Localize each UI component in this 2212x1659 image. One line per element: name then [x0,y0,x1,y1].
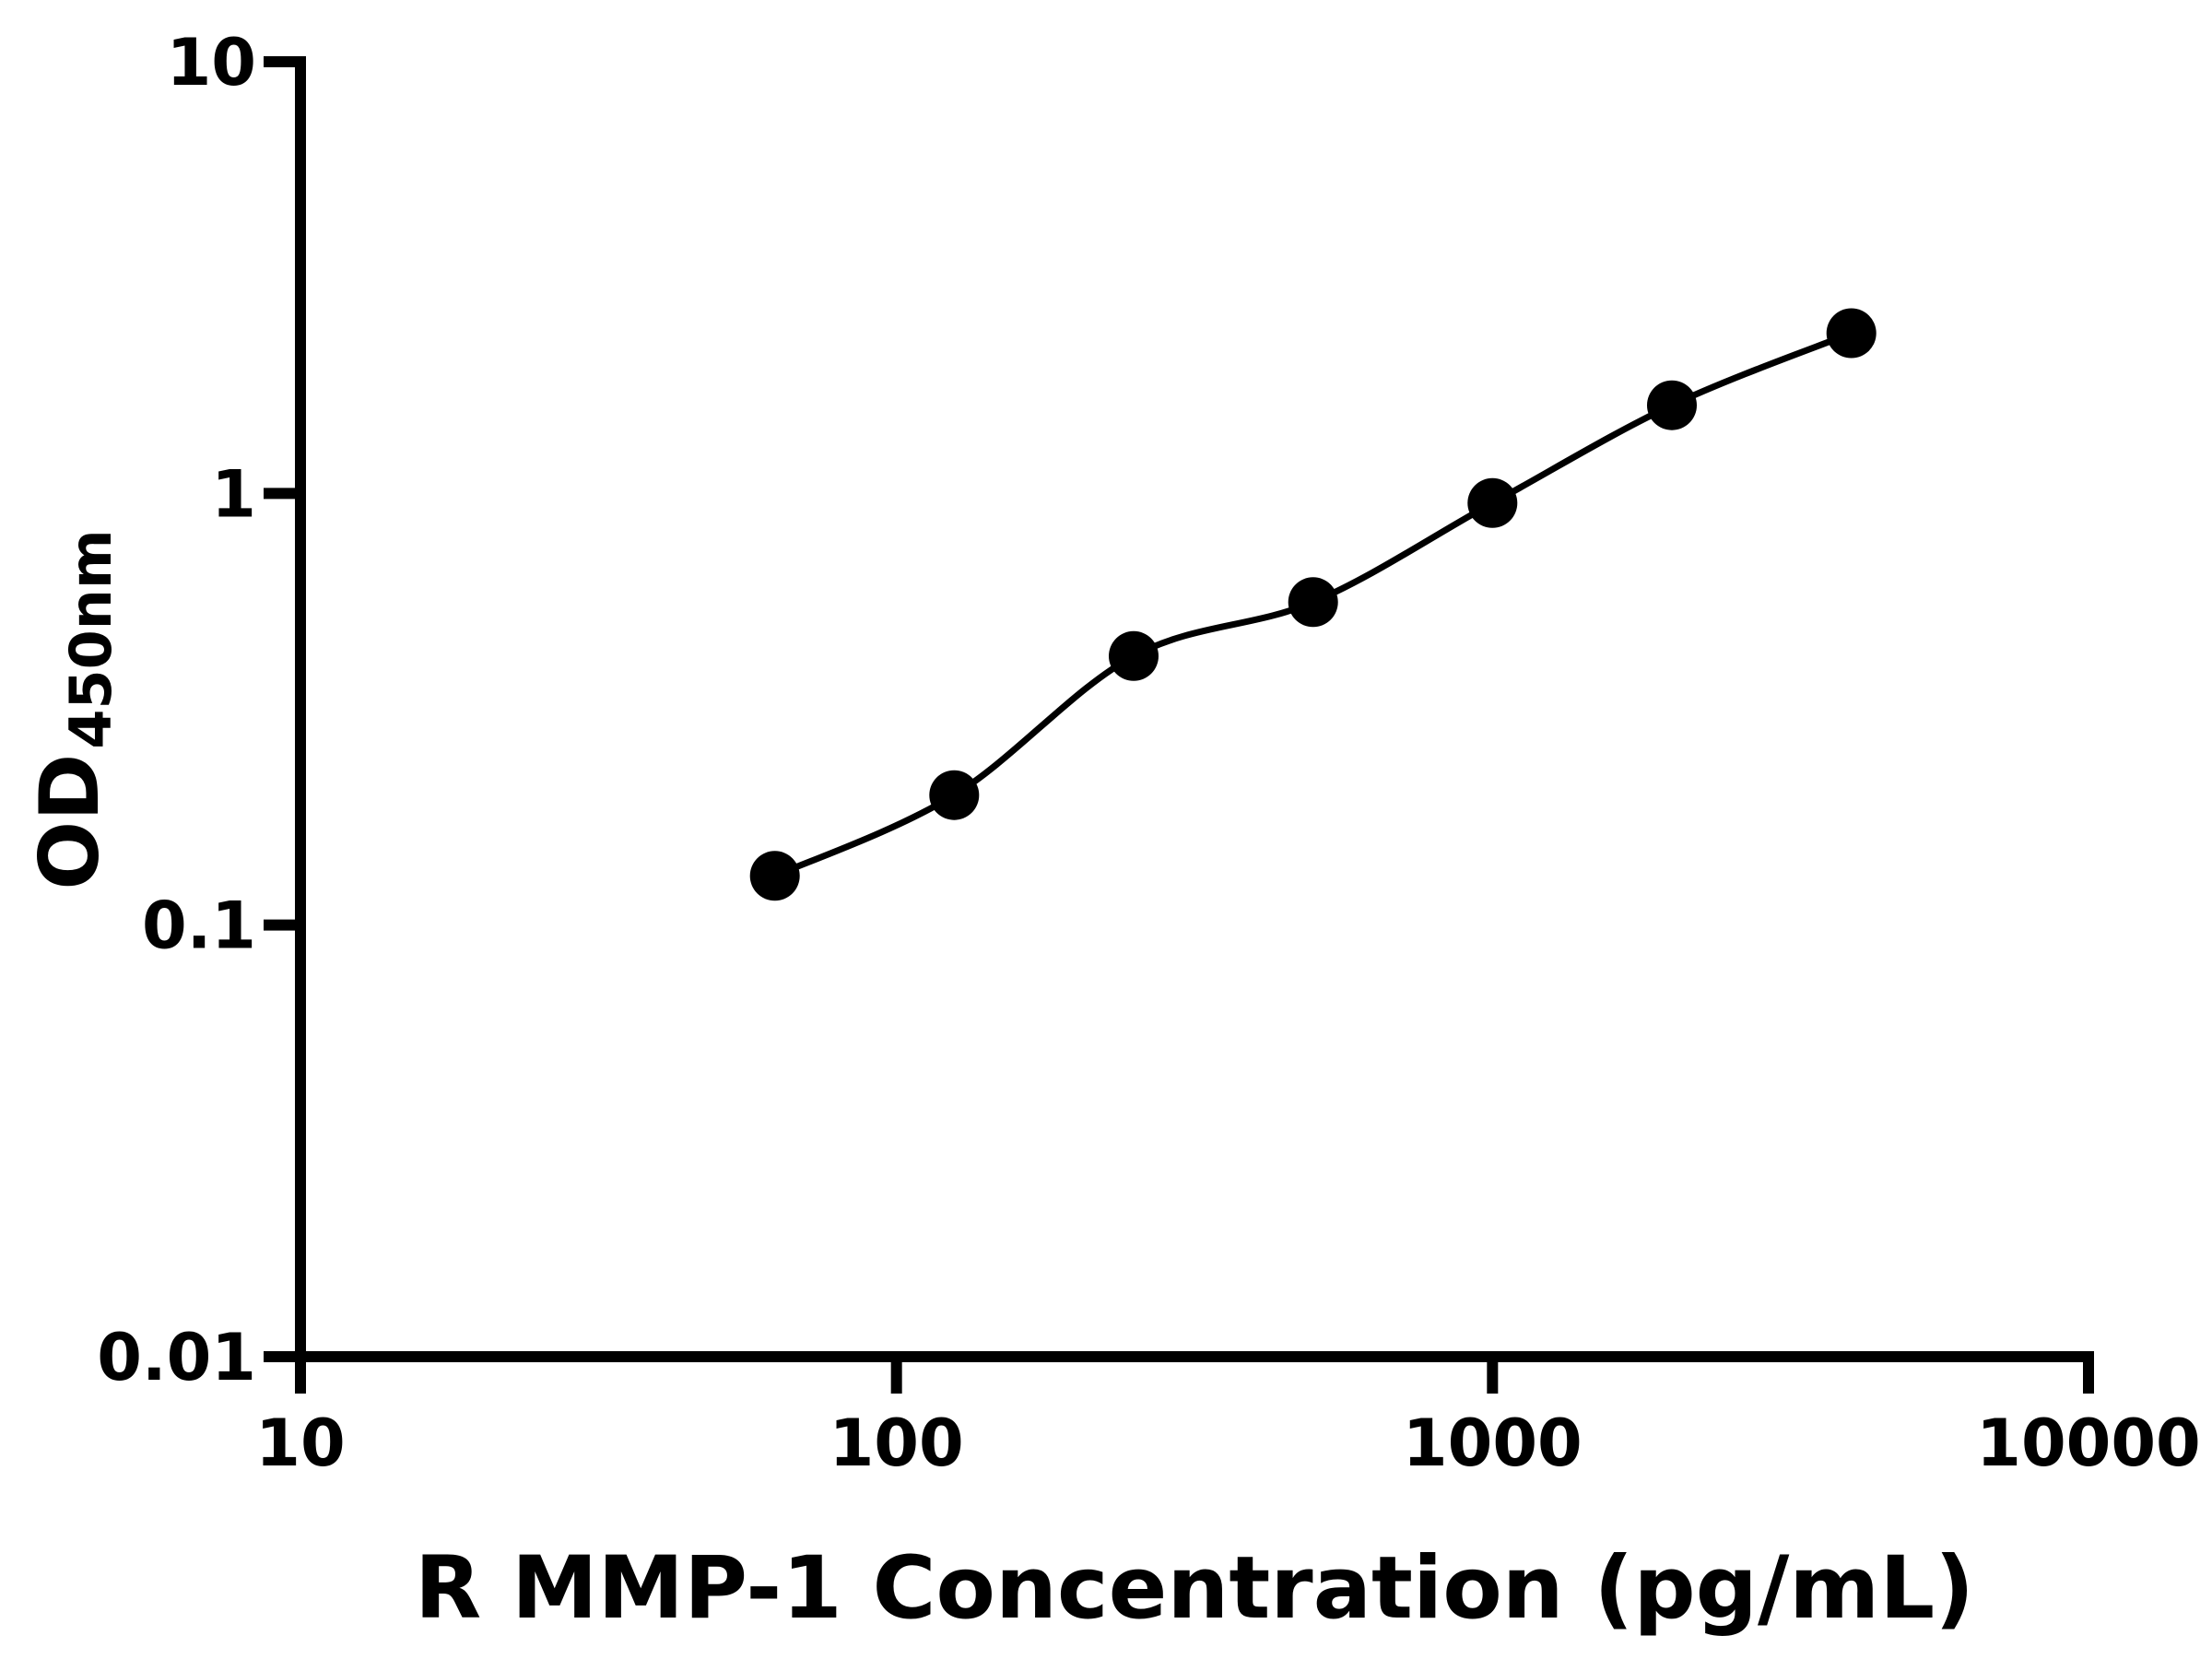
data-point [1467,477,1518,528]
data-point [929,770,980,820]
data-point [1288,577,1338,628]
data-point [1826,308,1877,359]
x-tick-label: 1000 [1403,1406,1583,1481]
x-axis-title: R MMP-1 Concentration (pg/mL) [415,1538,1974,1639]
y-tick-label: 1 [211,456,256,532]
chart-plot-area: 10 100 1000 10000 0.01 0.1 1 10 [97,25,2200,1481]
y-axis-title-subscript: 450nm [57,529,124,748]
x-tick-label: 100 [830,1406,964,1481]
x-tick-label: 10000 [1976,1406,2201,1481]
y-tick-label: 10 [167,25,256,100]
data-point [1109,630,1159,681]
y-tick-label: 0.1 [142,888,256,964]
y-axis-title: OD 450nm [22,529,124,889]
y-axis-title-main: OD [22,754,117,890]
y-tick-label: 0.01 [97,1320,256,1395]
data-point [1647,380,1697,430]
data-point [749,851,800,901]
x-tick-label: 10 [255,1406,345,1481]
